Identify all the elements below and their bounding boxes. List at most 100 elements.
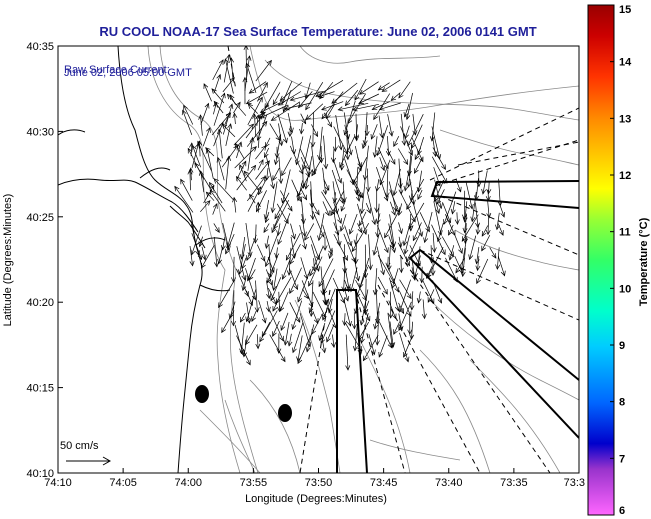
current-vector-head <box>365 186 371 193</box>
current-vector-head <box>209 181 214 188</box>
current-vector <box>318 258 334 287</box>
current-vector-head <box>212 203 218 209</box>
current-vector <box>356 167 359 195</box>
x-tick-label: 74:00 <box>174 477 202 489</box>
current-vector-head <box>406 181 412 188</box>
current-vector-head <box>246 255 251 261</box>
current-vector-head <box>289 288 294 295</box>
current-vector-head <box>302 194 307 201</box>
current-vector-head <box>456 186 462 193</box>
current-vector <box>271 213 281 233</box>
current-vector <box>203 83 212 102</box>
current-vector-head <box>500 211 506 218</box>
current-vector <box>358 93 380 104</box>
current-vector <box>315 79 344 97</box>
current-vector-head <box>460 271 466 278</box>
current-vector <box>246 234 257 261</box>
current-vector <box>267 256 278 283</box>
current-vector <box>411 267 416 280</box>
current-vector-head <box>299 128 305 135</box>
current-vector-head <box>246 55 252 61</box>
current-vector-head <box>260 255 266 262</box>
current-vector <box>240 322 245 354</box>
current-vector <box>285 232 301 261</box>
current-vector-head <box>302 244 307 250</box>
current-vector-head <box>218 59 224 66</box>
current-vector <box>351 223 370 252</box>
current-vector-head <box>414 168 419 174</box>
current-vector-head <box>281 274 287 280</box>
current-vector-head <box>359 337 365 344</box>
current-vector <box>341 147 345 170</box>
current-vector <box>388 300 397 319</box>
current-vector <box>189 245 193 266</box>
current-vector-head <box>198 114 204 120</box>
current-vector-head <box>475 229 481 235</box>
current-vector <box>261 322 271 337</box>
current-vector-head <box>372 250 378 256</box>
current-vector-head <box>311 266 317 272</box>
current-vector-head <box>405 114 411 121</box>
current-vector-head <box>219 121 224 128</box>
current-vector-head <box>195 250 201 256</box>
current-vector <box>331 169 344 204</box>
current-vector <box>243 335 248 357</box>
current-vector <box>272 92 281 105</box>
current-vector <box>390 92 401 101</box>
current-vector-head <box>330 209 336 215</box>
current-vector <box>225 156 230 190</box>
current-vector-head <box>328 249 333 256</box>
current-vector <box>378 82 390 91</box>
current-vector <box>213 74 221 93</box>
current-vector <box>300 113 307 124</box>
current-vector <box>290 223 296 239</box>
current-vector-head <box>216 156 222 163</box>
current-vector-head <box>240 316 245 323</box>
current-vector <box>379 102 401 110</box>
current-vector-head <box>362 174 368 181</box>
current-vector-head <box>417 149 422 156</box>
current-vector-head <box>245 62 251 69</box>
current-vector <box>255 224 257 244</box>
current-vector-head <box>355 275 361 282</box>
current-vector-head <box>328 253 333 260</box>
chart-title: RU COOL NOAA-17 Sea Surface Temperature:… <box>99 24 536 39</box>
current-vector-head <box>372 152 378 158</box>
current-vector-head <box>266 59 272 66</box>
current-vector <box>190 223 200 256</box>
current-vector <box>297 335 303 362</box>
current-vector-head <box>319 231 325 238</box>
current-vector <box>372 101 390 110</box>
current-vector-head <box>279 306 285 312</box>
current-vector <box>418 291 421 303</box>
current-vector <box>354 78 367 101</box>
current-vector-head <box>353 239 359 246</box>
current-vector <box>357 223 363 233</box>
current-vector <box>454 255 463 274</box>
current-vector-head <box>283 137 288 144</box>
current-vector-head <box>432 151 438 158</box>
current-vector <box>236 268 249 297</box>
current-vector-head <box>327 307 333 314</box>
current-vector-head <box>416 297 422 304</box>
current-vector-head <box>304 184 309 190</box>
current-vector <box>406 92 413 120</box>
current-vector <box>259 310 278 342</box>
current-vector-head <box>436 199 442 205</box>
current-vector <box>338 102 369 111</box>
colorbar-tick-label: 6 <box>619 505 625 517</box>
current-vector-head <box>205 200 211 206</box>
current-vector <box>410 190 413 201</box>
current-vector <box>258 114 261 148</box>
current-vector <box>304 223 315 241</box>
current-vector <box>282 258 291 280</box>
current-vector-head <box>431 247 437 253</box>
current-vector <box>311 313 324 335</box>
current-vector-head <box>362 355 368 362</box>
current-vector-head <box>281 170 286 177</box>
current-vector <box>389 189 400 213</box>
current-vector <box>267 287 277 305</box>
current-vector <box>344 313 346 326</box>
current-vector <box>290 90 324 101</box>
current-vector-head <box>430 270 436 276</box>
